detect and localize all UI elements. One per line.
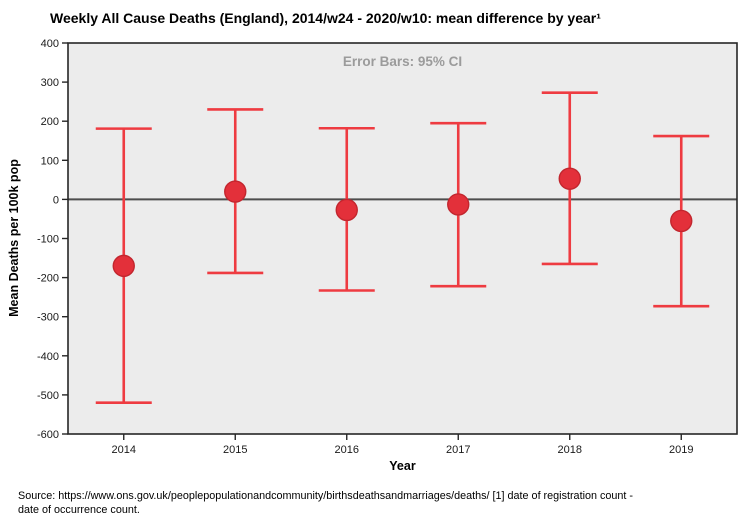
x-tick-label: 2015 — [223, 444, 247, 456]
y-tick-label: -400 — [37, 351, 59, 363]
y-tick-label: -300 — [37, 312, 59, 324]
y-tick-label: -500 — [37, 390, 59, 402]
source-note-line-2: date of occurrence count. — [18, 503, 140, 516]
mean-point-2019 — [670, 209, 693, 233]
y-tick-label: -100 — [37, 234, 59, 246]
x-tick-label: 2014 — [112, 444, 136, 456]
mean-point-2016 — [335, 198, 358, 222]
y-tick-label: 300 — [41, 77, 59, 89]
error-bars-legend: Error Bars: 95% CI — [342, 54, 463, 69]
y-tick-label: -600 — [37, 429, 59, 441]
mean-point-2014 — [112, 254, 135, 278]
y-tick-label: 400 — [41, 38, 59, 50]
chart-title: Weekly All Cause Deaths (England), 2014/… — [50, 10, 601, 26]
x-tick-label: 2018 — [558, 444, 582, 456]
source-note: Source: https://www.ons.gov.uk/peoplepop… — [18, 490, 736, 517]
source-note-line-1: Source: https://www.ons.gov.uk/peoplepop… — [18, 490, 633, 502]
y-axis-label: Mean Deaths per 100k pop — [7, 159, 21, 317]
mean-point-2018 — [558, 167, 581, 190]
mean-point-2017 — [447, 193, 470, 216]
y-tick-label: -200 — [37, 273, 59, 285]
y-tick-label: 200 — [41, 116, 59, 128]
x-tick-label: 2019 — [669, 444, 693, 456]
x-axis-label: Year — [389, 459, 416, 473]
y-tick-label: 0 — [53, 194, 59, 206]
mean-point-2015 — [224, 180, 247, 203]
y-tick-label: 100 — [41, 155, 59, 167]
plot-area — [68, 43, 737, 434]
x-tick-label: 2016 — [335, 444, 359, 456]
x-tick-label: 2017 — [446, 444, 470, 456]
